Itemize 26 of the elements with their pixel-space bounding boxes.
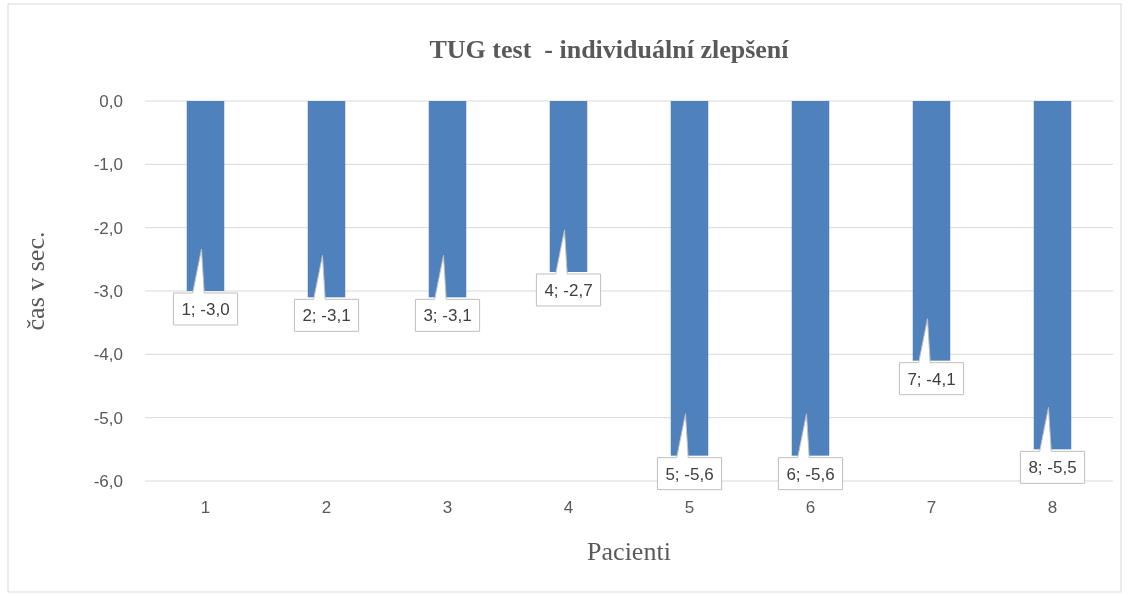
y-tick-label: -3,0 [93,281,123,301]
chart-title: TUG test - individuální zlepšení [429,35,790,64]
data-label: 1; -3,0 [181,300,230,319]
data-label: 7; -4,1 [907,369,956,389]
y-tick-label: 0,0 [99,91,123,111]
data-label: 2; -3,1 [302,306,351,326]
x-tick-label: 2 [321,498,332,518]
y-tick-label: -4,0 [93,345,123,365]
data-label: 8; -5,5 [1028,458,1077,478]
x-tick-label: 4 [563,498,574,518]
y-tick-label: -2,0 [93,218,123,238]
x-tick-label: 1 [200,498,211,518]
data-label: 4; -2,7 [544,281,593,300]
y-axis-title: čas v sec. [21,231,50,331]
x-tick-label: 7 [926,498,937,518]
y-tick-label: -1,0 [93,155,123,175]
data-label: 3; -3,1 [423,306,472,326]
data-label: 6; -5,6 [786,464,835,484]
x-tick-label: 6 [805,498,816,518]
x-axis-title: Pacienti [587,537,671,566]
x-tick-label: 3 [442,498,453,518]
y-tick-label: -5,0 [93,408,123,428]
x-tick-label: 5 [684,498,695,518]
x-tick-label: 8 [1047,498,1058,518]
data-label: 5; -5,6 [665,464,714,484]
y-tick-label: -6,0 [93,471,123,491]
